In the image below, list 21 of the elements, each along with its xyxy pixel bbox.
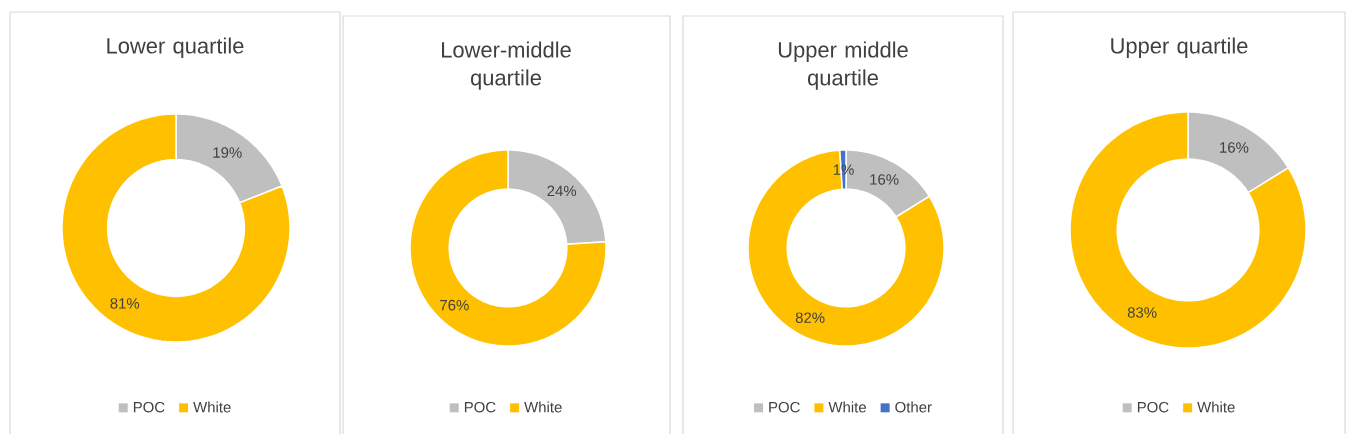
- data-label: 76%: [440, 300, 469, 311]
- data-label: 24%: [547, 185, 577, 197]
- legend-label: White: [524, 401, 562, 413]
- chart-title: Lower-middle quartile: [442, 41, 571, 91]
- legend-label: White: [828, 401, 866, 413]
- legend-label: Other: [895, 401, 932, 413]
- legend-label: POC: [769, 402, 800, 413]
- data-label: 16%: [870, 174, 899, 185]
- data-label: 16%: [1220, 142, 1249, 153]
- data-label: 19%: [213, 147, 242, 159]
- chart-title: Upper quartile: [1111, 37, 1248, 59]
- data-label: 82%: [795, 312, 825, 324]
- legend-label: POC: [1137, 402, 1169, 413]
- chart-title: Lower quartile: [107, 37, 244, 59]
- legend-label: White: [193, 401, 231, 413]
- data-label: 83%: [1127, 307, 1157, 318]
- data-label: 81%: [110, 298, 140, 309]
- legend-label: POC: [133, 402, 165, 413]
- chart-title: Upper middle quartile: [778, 41, 908, 91]
- legend-label: POC: [464, 402, 496, 413]
- legend-label: White: [1197, 401, 1235, 413]
